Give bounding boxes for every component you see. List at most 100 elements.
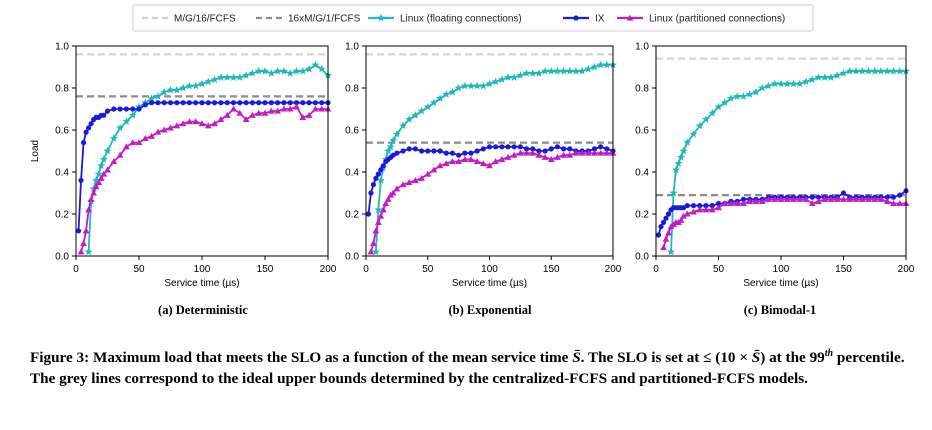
data-point [261, 67, 269, 75]
data-point [667, 247, 675, 256]
data-point [373, 175, 379, 181]
data-point [690, 203, 697, 209]
data-point [370, 240, 377, 246]
data-point [493, 144, 499, 150]
data-point [536, 148, 542, 154]
data-point [384, 146, 393, 155]
data-point [97, 174, 105, 181]
data-point [99, 155, 108, 163]
data-point [591, 146, 598, 152]
data-point [559, 67, 568, 75]
data-point [578, 67, 587, 75]
data-point [740, 196, 747, 202]
legend-label: M/G/16/FCFS [174, 14, 236, 25]
data-point [460, 81, 469, 90]
data-point [305, 64, 314, 73]
data-point [523, 149, 530, 156]
data-point [669, 188, 678, 197]
data-point [802, 77, 810, 86]
data-point [672, 165, 680, 174]
data-point [412, 177, 419, 183]
data-point [473, 81, 482, 90]
data-point [243, 100, 249, 106]
data-point [292, 67, 301, 75]
data-point [877, 195, 885, 202]
data-point [418, 148, 425, 154]
data-point [771, 195, 779, 202]
data-point [370, 182, 377, 188]
data-point [485, 79, 494, 88]
data-point [517, 144, 523, 150]
data-point [883, 198, 891, 204]
data-point [449, 158, 456, 165]
data-point [436, 94, 445, 102]
data-point [104, 108, 111, 114]
data-point [412, 146, 418, 152]
data-point [88, 121, 94, 127]
data-point [379, 206, 387, 213]
data-point [411, 111, 420, 119]
data-point [889, 67, 898, 75]
data-point [565, 67, 574, 75]
data-point [677, 153, 685, 161]
data-point [561, 146, 567, 152]
data-point [492, 158, 500, 165]
data-point [764, 81, 773, 90]
data-point [153, 92, 162, 100]
x-tick-label: 50 [422, 264, 434, 275]
data-point [884, 194, 890, 200]
data-point [425, 148, 431, 154]
x-tick-label: 200 [320, 264, 337, 275]
data-point [148, 132, 155, 139]
data-point [237, 100, 243, 106]
data-point [534, 69, 543, 77]
data-point [235, 73, 244, 81]
data-point [267, 69, 276, 77]
data-point [378, 167, 384, 173]
data-point [462, 150, 468, 156]
data-point [274, 107, 281, 114]
y-tick-label: 0.6 [55, 126, 69, 137]
data-point [280, 105, 288, 112]
chart-panel-3: 0.0 0.2 0.4 0.6 0.8 1.0 0 50 100 150 200 Service ti… [635, 42, 915, 290]
data-point [130, 106, 136, 112]
data-point [173, 122, 181, 129]
data-point [604, 146, 610, 152]
data-point [727, 200, 735, 207]
data-point [180, 100, 186, 106]
data-point [821, 195, 829, 202]
data-point [890, 194, 897, 200]
legend-label: IX [595, 14, 605, 25]
data-point [547, 67, 556, 75]
y-tick-label: 0.4 [635, 168, 649, 179]
data-point [498, 156, 506, 162]
data-point [833, 195, 841, 202]
data-point [109, 134, 118, 142]
data-point [103, 146, 112, 155]
data-point [376, 176, 385, 184]
data-point [87, 195, 95, 202]
data-point [400, 148, 406, 154]
data-point [147, 94, 156, 102]
data-point [745, 90, 754, 98]
data-point [890, 200, 897, 207]
data-point [172, 85, 181, 94]
x-axis-label: Service time (µs) [452, 278, 527, 289]
data-point [808, 200, 816, 207]
data-point [603, 149, 611, 156]
data-point [758, 83, 767, 92]
data-point [777, 195, 785, 202]
legend-entry-16xm-g-1-fcfs: 16xM/G/1/FCFS [256, 14, 361, 25]
data-point [897, 192, 903, 198]
series-linux-partitioned-connections [77, 103, 332, 255]
x-tick-label: 50 [133, 264, 145, 275]
legend-frame [132, 4, 814, 32]
data-point [179, 83, 188, 92]
data-point [542, 148, 548, 154]
data-point [198, 79, 206, 88]
legend-marker [626, 14, 634, 21]
data-point [393, 185, 401, 192]
data-point [293, 100, 300, 106]
data-point [567, 146, 573, 152]
data-point [374, 219, 382, 225]
